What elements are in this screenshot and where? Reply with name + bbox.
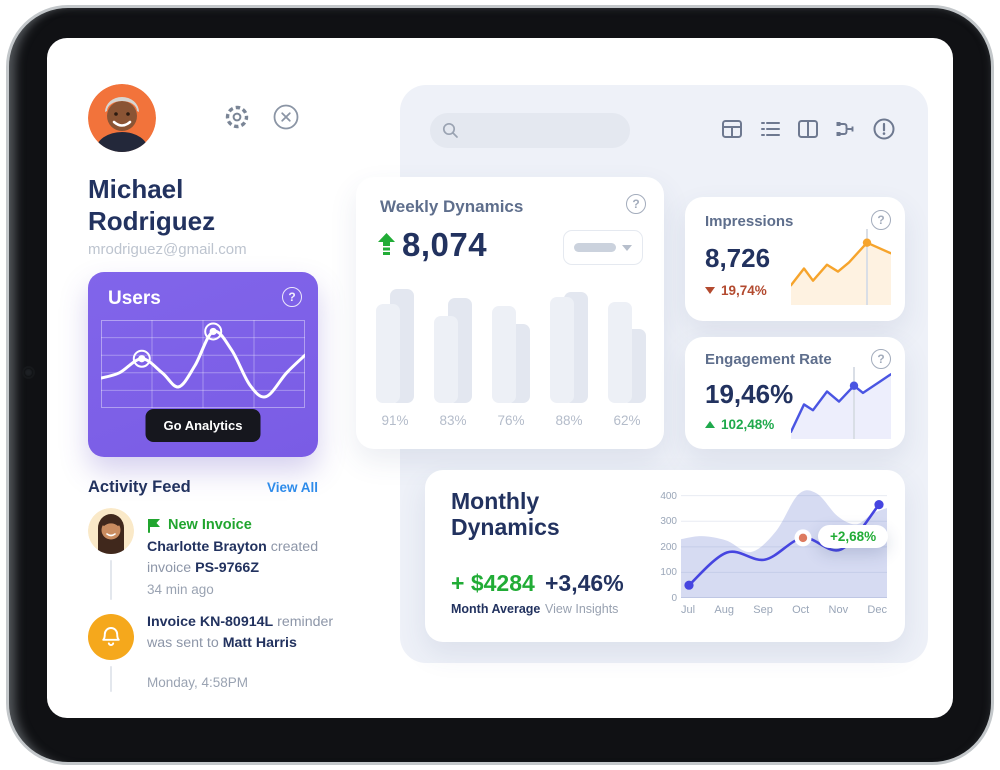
profile-avatar[interactable]	[88, 84, 156, 152]
trend-up-arrow-icon	[378, 233, 395, 255]
bar-group	[492, 285, 530, 403]
feed-item-text[interactable]: Charlotte Brayton created invoice PS-976…	[147, 539, 319, 577]
go-analytics-button[interactable]: Go Analytics	[145, 409, 261, 442]
month-average-value: + $4284	[451, 570, 535, 596]
engagement-sparkline	[789, 367, 893, 444]
split-view-icon[interactable]	[795, 116, 821, 142]
engagement-value: 19,46%	[705, 379, 794, 409]
y-axis-label: 100	[660, 567, 677, 579]
bar-label: 91%	[381, 413, 409, 428]
weekly-bar-chart	[376, 285, 646, 403]
bar-label: 76%	[497, 413, 525, 428]
x-axis-labels: Jul Aug Sep Oct Nov Dec	[681, 604, 887, 616]
table-view-icon[interactable]	[719, 116, 745, 142]
impressions-delta: 19,74%	[705, 283, 767, 298]
engagement-title: Engagement Rate	[705, 351, 832, 368]
users-chart	[99, 320, 307, 413]
feed-bell-avatar	[88, 614, 134, 660]
period-dropdown[interactable]	[563, 230, 643, 265]
search-icon	[442, 122, 458, 138]
settings-gear-icon[interactable]	[223, 103, 251, 131]
dropdown-placeholder	[574, 243, 616, 252]
dashboard-screen: Michael Rodriguez mrodriguez@gmail.com U…	[47, 38, 953, 718]
users-card: Users ? Go Analytics	[88, 272, 318, 457]
feed-connector	[110, 666, 112, 692]
impressions-card: Impressions ? 8,726 19,74%	[685, 197, 905, 321]
close-icon[interactable]	[272, 103, 300, 131]
profile-name: Michael Rodriguez	[88, 174, 216, 236]
bar-group	[550, 285, 588, 403]
tablet-camera	[24, 368, 33, 377]
weekly-title: Weekly Dynamics	[380, 197, 524, 216]
impressions-title: Impressions	[705, 213, 794, 230]
x-axis-label: Oct	[792, 604, 810, 616]
bar-group	[434, 285, 472, 403]
y-axis-label: 400	[660, 490, 677, 502]
engagement-rate-card: Engagement Rate ? 19,46% 102,48%	[685, 337, 905, 449]
badge-text: New Invoice	[168, 517, 252, 533]
feed-item-time: Monday, 4:58PM	[147, 675, 249, 690]
chart-tooltip: +2,68%	[818, 524, 889, 548]
feed-item-time: 34 min ago	[147, 582, 214, 597]
bar-label: 62%	[613, 413, 641, 428]
bell-icon	[102, 627, 120, 646]
x-axis-label: Nov	[828, 604, 849, 616]
flow-view-icon[interactable]	[833, 116, 859, 142]
y-axis-label: 0	[671, 593, 677, 604]
help-icon[interactable]: ?	[282, 287, 302, 307]
activity-feed-title: Activity Feed	[88, 478, 191, 496]
x-axis-label: Aug	[714, 604, 734, 616]
monthly-chart: Jul Aug Sep Oct Nov Dec +2,68% 400 300 200 100 0	[647, 480, 895, 632]
monthly-title: Monthly Dynamics	[451, 488, 560, 541]
search-input[interactable]	[467, 121, 617, 140]
impressions-value: 8,726	[705, 243, 771, 273]
engagement-delta: 102,48%	[705, 417, 774, 432]
x-axis-label: Sep	[753, 604, 773, 616]
insights-percent: +3,46%	[545, 570, 624, 596]
x-axis-label: Dec	[867, 604, 887, 616]
profile-avatar-image	[88, 84, 156, 152]
y-axis-label: 200	[660, 541, 677, 553]
weekly-bar-labels: 91% 83% 76% 88% 62%	[376, 413, 646, 428]
triangle-up-icon	[705, 421, 715, 428]
feed-item-text[interactable]: Invoice KN-80914L reminder was sent to M…	[147, 614, 334, 652]
new-invoice-badge: New Invoice	[147, 517, 252, 533]
impressions-sparkline	[789, 229, 893, 310]
y-axis-label: 300	[660, 516, 677, 528]
list-view-icon[interactable]	[757, 116, 783, 142]
bar-group	[608, 285, 646, 403]
profile-email: mrodriguez@gmail.com	[88, 241, 247, 258]
chevron-down-icon	[622, 244, 632, 251]
view-all-link[interactable]: View All	[266, 480, 318, 495]
weekly-dynamics-card: Weekly Dynamics ? 8,074 91% 83% 76% 88% 62%	[356, 177, 664, 449]
monthly-dynamics-card: Monthly Dynamics + $4284 Month Average +…	[425, 470, 905, 642]
triangle-down-icon	[705, 287, 715, 294]
bar-group	[376, 285, 414, 403]
help-icon[interactable]: ?	[871, 210, 891, 230]
feed-connector	[110, 560, 112, 600]
help-icon[interactable]: ?	[871, 349, 891, 369]
weekly-value: 8,074	[402, 226, 488, 263]
help-icon[interactable]: ?	[626, 194, 646, 214]
bar-label: 83%	[439, 413, 467, 428]
activity-feed-header: Activity Feed View All	[88, 478, 318, 497]
feed-avatar	[88, 508, 134, 554]
users-card-title: Users	[108, 288, 161, 309]
month-average-label: Month Average	[451, 602, 541, 616]
alerts-icon[interactable]	[871, 116, 897, 142]
bar-label: 88%	[555, 413, 583, 428]
search-bar[interactable]	[430, 113, 630, 148]
flag-icon	[148, 518, 160, 533]
toolbar	[719, 116, 897, 142]
x-axis-label: Jul	[681, 604, 696, 616]
view-insights-link[interactable]: View Insights	[545, 602, 619, 616]
